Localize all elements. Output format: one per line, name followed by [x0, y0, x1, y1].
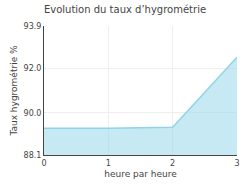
svg-text:0: 0	[41, 159, 46, 168]
svg-text:93.9: 93.9	[24, 22, 42, 31]
svg-text:90.0: 90.0	[24, 109, 42, 118]
svg-text:2: 2	[170, 159, 175, 168]
svg-text:Evolution du taux d’hygrométri: Evolution du taux d’hygrométrie	[44, 4, 206, 15]
svg-text:3: 3	[234, 159, 239, 168]
svg-text:Taux hygrométrie %: Taux hygrométrie %	[9, 45, 19, 137]
svg-text:heure par heure: heure par heure	[104, 169, 177, 179]
svg-text:88.1: 88.1	[24, 151, 42, 160]
svg-text:1: 1	[106, 159, 111, 168]
svg-text:92.0: 92.0	[24, 64, 42, 73]
